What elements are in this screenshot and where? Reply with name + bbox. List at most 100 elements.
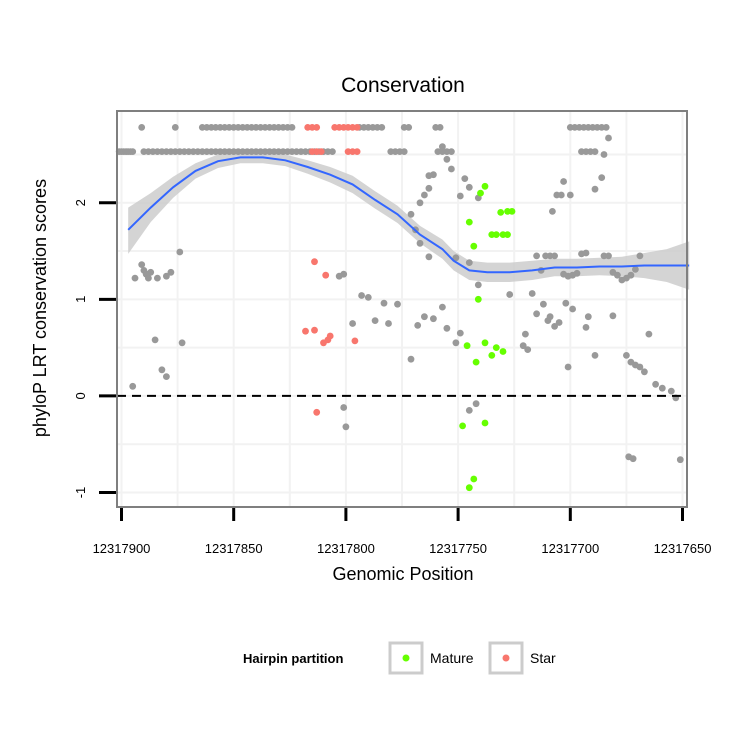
data-point-other bbox=[632, 266, 639, 273]
data-point-other bbox=[544, 317, 552, 324]
data-point-other bbox=[569, 305, 576, 313]
data-point-other bbox=[605, 252, 612, 260]
data-point-other bbox=[154, 274, 161, 282]
x-axis-title: Genomic Position bbox=[332, 564, 473, 584]
data-point-other bbox=[340, 270, 348, 278]
data-point-other bbox=[549, 208, 556, 215]
data-point-other bbox=[448, 148, 455, 156]
data-point-other bbox=[667, 387, 675, 395]
data-point-other bbox=[591, 352, 599, 359]
data-point-other bbox=[540, 300, 547, 308]
smooth-trend-line bbox=[127, 156, 690, 274]
data-point-other bbox=[425, 172, 433, 180]
data-point-other bbox=[582, 249, 590, 257]
data-point-other bbox=[421, 313, 428, 321]
data-point-other bbox=[562, 299, 570, 307]
data-point-other bbox=[394, 300, 401, 308]
data-point-other bbox=[474, 281, 482, 289]
data-point-star bbox=[353, 124, 361, 131]
legend-label-star: Star bbox=[530, 650, 556, 666]
confidence-band bbox=[128, 151, 690, 290]
data-point-other bbox=[425, 253, 433, 261]
legend: Hairpin partition Mature Star bbox=[243, 641, 556, 675]
data-point-other bbox=[528, 290, 536, 297]
data-point-other bbox=[439, 143, 446, 151]
data-point-mature bbox=[459, 422, 466, 430]
data-point-mature bbox=[463, 342, 471, 350]
data-point-other bbox=[584, 313, 592, 321]
data-point-other bbox=[167, 268, 175, 276]
chart-title: Conservation bbox=[341, 74, 465, 97]
data-point-other bbox=[163, 373, 170, 380]
data-point-other bbox=[591, 148, 599, 156]
data-point-other bbox=[430, 315, 437, 323]
legend-item-star: Star bbox=[488, 641, 556, 675]
y-axis: -1 0 1 2 bbox=[73, 199, 116, 498]
data-point-other bbox=[551, 323, 558, 330]
y-tick-label: -1 bbox=[73, 487, 88, 499]
data-point-other bbox=[614, 271, 621, 279]
data-point-mature bbox=[474, 295, 482, 303]
data-point-star bbox=[324, 336, 332, 344]
data-point-star bbox=[302, 327, 309, 335]
confidence-band-area bbox=[128, 151, 690, 290]
legend-item-mature: Mature bbox=[388, 641, 474, 675]
y-tick-label: 0 bbox=[73, 392, 88, 399]
data-point-other bbox=[138, 261, 146, 268]
data-point-other bbox=[461, 175, 469, 183]
data-point-other bbox=[533, 252, 540, 260]
data-point-other bbox=[329, 148, 336, 156]
data-point-other bbox=[456, 192, 464, 200]
data-point-other bbox=[138, 124, 146, 131]
x-axis: 12317900 12317850 12317800 12317750 12317700… bbox=[93, 508, 712, 556]
data-point-other bbox=[465, 259, 473, 266]
data-point-other bbox=[636, 252, 644, 260]
data-point-other bbox=[443, 155, 451, 163]
data-point-other bbox=[598, 174, 606, 182]
data-point-mature bbox=[492, 344, 500, 351]
data-point-other bbox=[380, 299, 388, 307]
x-tick-label: 12317650 bbox=[654, 541, 712, 556]
y-axis-title: phyloP LRT conservation scores bbox=[30, 179, 50, 437]
data-point-other bbox=[171, 124, 179, 131]
data-point-other bbox=[623, 352, 630, 359]
data-point-other bbox=[551, 252, 558, 260]
data-point-other bbox=[605, 134, 612, 142]
data-point-other bbox=[147, 268, 155, 276]
data-point-other bbox=[439, 303, 446, 311]
data-point-other bbox=[421, 191, 428, 199]
data-point-other bbox=[582, 324, 590, 331]
data-point-other bbox=[602, 124, 610, 131]
data-point-other bbox=[609, 312, 617, 320]
data-point-other bbox=[564, 363, 572, 371]
data-point-other bbox=[145, 274, 152, 282]
data-point-mature bbox=[470, 242, 478, 250]
data-point-other bbox=[385, 320, 392, 327]
data-point-mature bbox=[481, 419, 489, 427]
data-point-other bbox=[472, 400, 480, 408]
data-point-other bbox=[676, 456, 684, 464]
data-point-other bbox=[407, 210, 415, 218]
data-point-other bbox=[553, 191, 561, 199]
y-tick-label: 1 bbox=[73, 296, 88, 303]
x-tick-label: 12317900 bbox=[93, 541, 151, 556]
data-point-other bbox=[349, 320, 356, 327]
data-point-other bbox=[506, 291, 514, 298]
panel-border bbox=[116, 110, 688, 508]
data-point-other bbox=[425, 184, 433, 192]
data-point-other bbox=[340, 404, 348, 411]
data-point-other bbox=[560, 178, 567, 185]
data-point-star bbox=[322, 271, 330, 279]
data-point-other bbox=[378, 124, 386, 131]
data-point-other bbox=[129, 148, 137, 156]
data-point-other bbox=[573, 269, 581, 277]
data-point-star bbox=[313, 124, 321, 131]
legend-label-mature: Mature bbox=[430, 650, 474, 666]
data-point-mature bbox=[499, 348, 507, 355]
data-point-other bbox=[555, 319, 563, 326]
x-tick-label: 12317800 bbox=[317, 541, 375, 556]
data-point-star bbox=[311, 258, 318, 266]
data-point-other bbox=[400, 148, 408, 156]
data-point-mature bbox=[465, 484, 473, 492]
